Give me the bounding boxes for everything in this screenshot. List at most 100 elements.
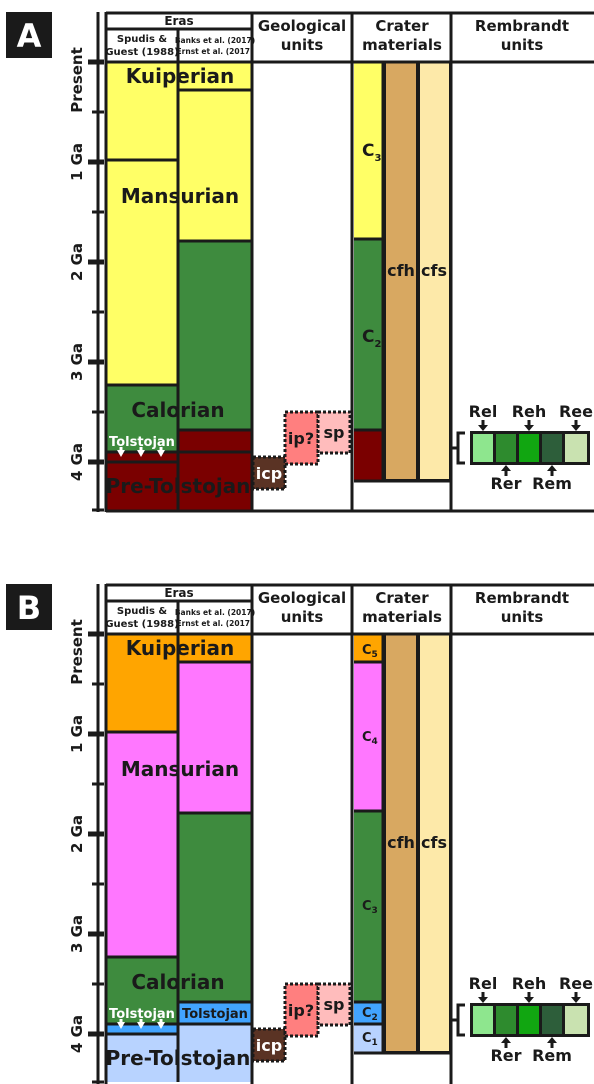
- time-label-present: Present: [68, 619, 86, 685]
- tolstojan-arrows: [117, 1019, 165, 1029]
- era-mansurian-a: [106, 732, 178, 957]
- geo-label-ip: ip?: [288, 1001, 314, 1020]
- crater-unit-c3: [354, 811, 383, 1002]
- crater-label-c-bot: C1: [362, 447, 381, 470]
- geo-label-icp: icp: [256, 1036, 282, 1055]
- header-geological-line1: Geological: [258, 17, 346, 35]
- rembrandt-bracket: [452, 1003, 465, 1037]
- era-label-mansurian: Mansurian: [121, 184, 239, 208]
- rembrandt-unit-reh: [519, 434, 539, 462]
- time-ticks: [88, 59, 104, 512]
- rembrandt-label-ree: Ree: [559, 402, 593, 421]
- header-eras: Eras: [164, 14, 193, 28]
- header-geological-line2: units: [281, 608, 324, 626]
- header-rembrandt-line1: Rembrandt: [475, 17, 569, 35]
- era-tolstojan-b: [178, 1002, 252, 1024]
- time-label-2ga: 2 Ga: [68, 815, 86, 853]
- panel-letter: A: [17, 17, 42, 55]
- header-spudis-line2: Guest (1988): [105, 47, 178, 58]
- crater-label-c2: C2: [362, 1006, 378, 1023]
- era-calorian-b: [178, 241, 252, 430]
- era-label-tolstojan-b: Tolstojan: [182, 435, 248, 450]
- time-label-3ga: 3 Ga: [68, 915, 86, 953]
- rembrandt-label-rer: Rer: [490, 1046, 521, 1065]
- era-calorian-a: [106, 385, 178, 452]
- header-rembrandt-line1: Rembrandt: [475, 589, 569, 607]
- crater-label-cfh: cfh: [387, 833, 415, 852]
- header-crater-line1: Crater: [375, 589, 429, 607]
- time-label-2ga: 2 Ga: [68, 243, 86, 281]
- crater-unit-c4: [354, 662, 383, 811]
- tolstojan-arrows: [117, 447, 165, 457]
- rembrandt-unit-rel: [473, 434, 493, 462]
- crater-unit-c5: [354, 634, 383, 662]
- rembrandt-bracket: [452, 431, 465, 465]
- era-kuiperian-b: [178, 634, 252, 662]
- era-label-tolstojan-a: Tolstojan: [109, 1007, 175, 1022]
- era-label-tolstojan-b: Tolstojan: [182, 1007, 248, 1022]
- rembrandt-label-rem: Rem: [532, 1046, 572, 1065]
- crater-unit-c-top: [354, 62, 383, 239]
- time-label-1ga: 1 Ga: [68, 715, 86, 753]
- time-label-3ga: 3 Ga: [68, 343, 86, 381]
- rembrandt-unit-rem: [542, 434, 562, 462]
- rembrandt-label-ree: Ree: [559, 974, 593, 993]
- crater-unit-c2: [354, 1002, 383, 1024]
- panel-frame: [104, 11, 594, 513]
- time-label-4ga: 4 Ga: [68, 443, 86, 481]
- rembrandt-label-rem: Rem: [532, 474, 572, 493]
- era-calorian-a: [106, 957, 178, 1024]
- header-rembrandt-line2: units: [501, 608, 544, 626]
- era-calorian-b: [178, 813, 252, 1002]
- era-pre-tolstojan-a: [106, 462, 178, 510]
- header-spudis-line1: Spudis &: [117, 34, 167, 45]
- header-banks: Banks et al. (2017): [175, 36, 255, 45]
- panel-b: B Present 1 Ga 2 Ga 3 Ga 4 Ga: [6, 583, 594, 1084]
- era-tolstojan-a: [106, 1024, 178, 1034]
- time-ticks: [88, 631, 104, 1084]
- crater-unit-c1: [354, 1024, 383, 1053]
- crater-label-c1: C1: [362, 1031, 378, 1048]
- era-pre-tolstojan-a: [106, 1034, 178, 1082]
- rembrandt-unit-rer: [496, 434, 516, 462]
- era-label-tolstojan-a: Tolstojan: [109, 435, 175, 450]
- era-label-mansurian: Mansurian: [121, 757, 239, 781]
- rembrandt-label-rel: Rel: [469, 402, 498, 421]
- header-eras: Eras: [164, 586, 193, 600]
- geo-unit-ip: [283, 982, 320, 1038]
- era-kuiperian-a: [106, 634, 178, 732]
- header-crater-line2: materials: [362, 36, 442, 54]
- rembrandt-unit-rem: [542, 1006, 562, 1034]
- era-label-kuiperian: Kuiperian: [126, 636, 235, 660]
- era-label-calorian: Calorian: [131, 970, 224, 994]
- crater-label-c-mid: C2: [362, 327, 381, 350]
- crater-unit-cfh: [384, 61, 418, 481]
- geo-unit-sp: [316, 410, 352, 455]
- rembrandt-unit-rel: [473, 1006, 493, 1034]
- geo-label-sp: sp: [324, 423, 345, 442]
- era-label-kuiperian: Kuiperian: [126, 64, 235, 88]
- rembrandt-unit-ree: [565, 1006, 587, 1034]
- era-mansurian-b: [178, 90, 252, 241]
- header-ernst: Ernst et al. (2017): [177, 47, 254, 56]
- era-pre-tolstojan-b: [178, 452, 252, 510]
- era-label-pre-tolstojan: Pre-Tolstojan: [106, 1046, 251, 1070]
- rembrandt-unit-rer: [496, 1006, 516, 1034]
- header-ernst: Ernst et al. (2017): [177, 619, 254, 628]
- geo-label-sp: sp: [324, 995, 345, 1014]
- rembrandt-label-reh: Reh: [512, 974, 547, 993]
- header-banks: Banks et al. (2017): [175, 608, 255, 617]
- header-spudis-line2: Guest (1988): [105, 619, 178, 630]
- era-kuiperian-a: [106, 62, 178, 160]
- header-geological-line1: Geological: [258, 589, 346, 607]
- crater-unit-c-mid: [354, 239, 383, 430]
- rembrandt-unit-reh: [519, 1006, 539, 1034]
- crater-label-cfh: cfh: [387, 261, 415, 280]
- rembrandt-arrows: [478, 992, 581, 1048]
- rembrandt-arrows: [478, 420, 581, 476]
- crater-label-cfs: cfs: [421, 833, 447, 852]
- geo-unit-ip: [283, 410, 320, 466]
- rembrandt-label-reh: Reh: [512, 402, 547, 421]
- rembrandt-unit-ree: [565, 434, 587, 462]
